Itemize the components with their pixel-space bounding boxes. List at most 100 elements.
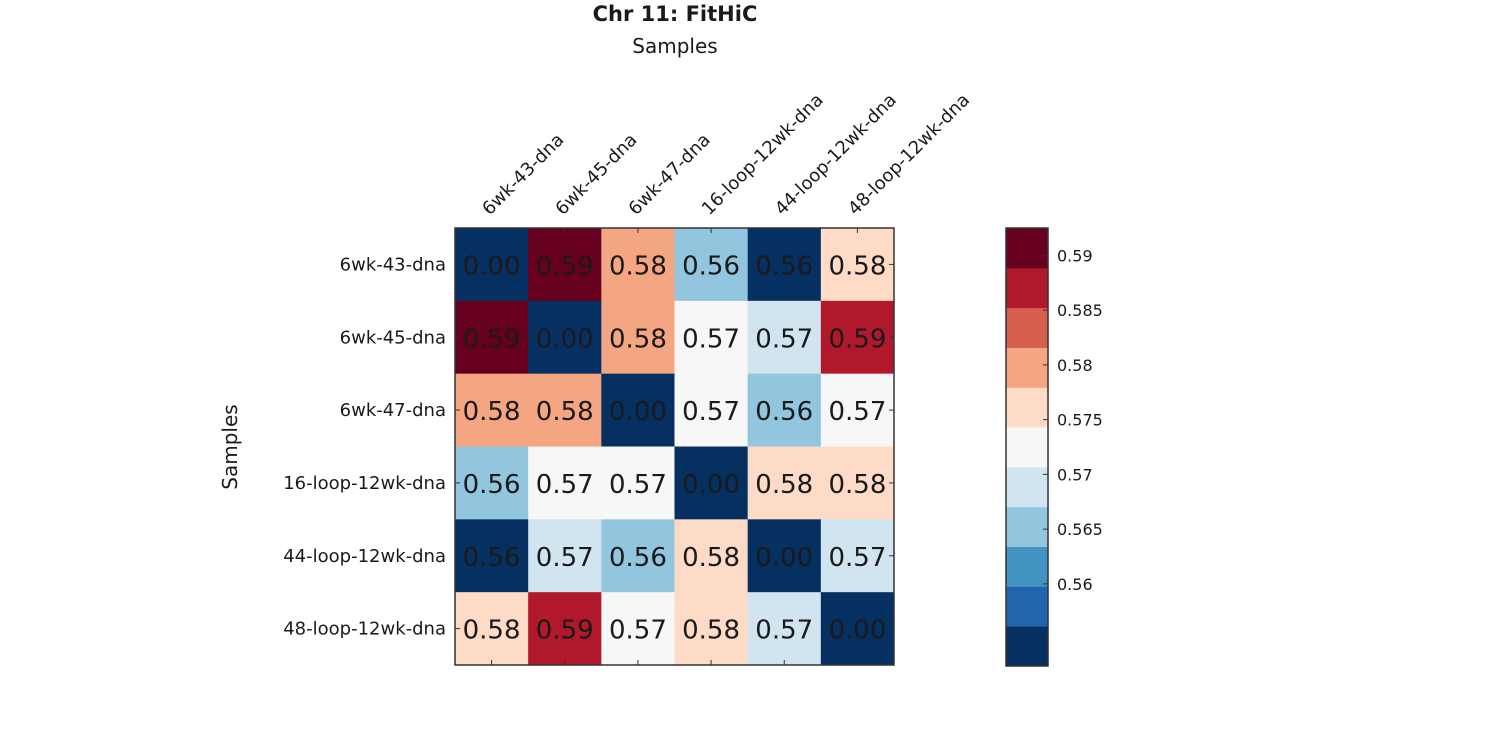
cell-value-label: 0.57 — [609, 470, 667, 500]
cell-value-label: 0.58 — [682, 543, 740, 573]
cell-value-label: 0.58 — [755, 470, 813, 500]
heatmap-cell — [455, 228, 529, 302]
heatmap-cell — [674, 228, 749, 302]
colorbar-tick-label: 0.59 — [1057, 246, 1093, 265]
heatmap-cell-labels: 0.00 0.59 0.58 0.56 0.56 0.58 0.59 0.00 0.58 0.57… — [463, 251, 887, 645]
heatmap-cell — [528, 446, 602, 520]
heatmap-cell — [674, 519, 749, 593]
heatmap-cell — [455, 519, 529, 593]
colorbar-frame — [1005, 227, 1049, 667]
heatmap-cell — [601, 519, 675, 593]
cell-value-label: 0.57 — [682, 397, 740, 427]
cell-value-label: 0.00 — [828, 616, 886, 646]
heatmap-cell — [674, 446, 749, 520]
cell-value-label: 0.56 — [609, 543, 667, 573]
cell-value-label: 0.00 — [463, 251, 521, 281]
heatmap-cell — [820, 519, 895, 593]
heatmap-cell — [528, 300, 602, 375]
heatmap-cell — [601, 300, 675, 375]
colorbar-tick-label: 0.57 — [1057, 465, 1093, 484]
heatmap-frame — [454, 227, 895, 666]
cell-value-label: 0.56 — [463, 543, 521, 573]
colorbar-swatch — [1006, 427, 1048, 468]
colorbar-tick-label: 0.565 — [1057, 520, 1103, 539]
x-tick-label: 44-loop-12wk-dna — [771, 90, 901, 220]
colorbar: 0.56 0.565 0.57 0.575 0.58 0.585 0.59 — [1005, 227, 1103, 667]
cell-value-label: 0.58 — [463, 616, 521, 646]
heatmap-cell — [747, 446, 822, 520]
heatmap-cell — [601, 373, 675, 447]
heatmap-cell — [820, 592, 895, 666]
cell-value-label: 0.57 — [828, 397, 886, 427]
y-tick-label: 6wk-43-dna — [340, 254, 446, 275]
heatmap-cell — [528, 373, 602, 447]
x-tick-label: 16-loop-12wk-dna — [698, 90, 828, 220]
heatmap-cell — [747, 373, 822, 447]
cell-value-label: 0.57 — [536, 543, 594, 573]
cell-value-label: 0.59 — [536, 616, 594, 646]
cell-value-label: 0.57 — [609, 616, 667, 646]
cell-value-label: 0.58 — [609, 324, 667, 354]
colorbar-tick-label: 0.585 — [1057, 301, 1103, 320]
colorbar-swatch — [1006, 546, 1048, 587]
heatmap-cell — [747, 300, 822, 375]
chart-title: Chr 11: FitHiC — [593, 2, 758, 26]
heatmap-cell — [747, 592, 822, 666]
x-axis-label: Samples — [632, 34, 717, 58]
cell-value-label: 0.56 — [682, 251, 740, 281]
cell-value-label: 0.59 — [536, 251, 594, 281]
colorbar-swatch — [1006, 586, 1048, 627]
colorbar-swatch — [1006, 228, 1048, 269]
cell-value-label: 0.00 — [536, 324, 594, 354]
heatmap-cell — [455, 300, 529, 375]
cell-value-label: 0.00 — [682, 470, 740, 500]
heatmap-cell — [747, 519, 822, 593]
cell-value-label: 0.58 — [536, 397, 594, 427]
cell-value-label: 0.59 — [463, 324, 521, 354]
heatmap-cell — [528, 228, 602, 302]
colorbar-tick-label: 0.56 — [1057, 575, 1093, 594]
heatmap-cell — [820, 300, 895, 375]
cell-value-label: 0.58 — [828, 470, 886, 500]
y-tick-label: 16-loop-12wk-dna — [283, 473, 446, 494]
colorbar-swatch — [1006, 506, 1048, 548]
cell-value-label: 0.57 — [828, 543, 886, 573]
y-tick-label: 6wk-45-dna — [340, 327, 446, 348]
y-tick-label: 44-loop-12wk-dna — [283, 546, 446, 567]
heatmap-cell — [674, 592, 749, 666]
colorbar-tick-label: 0.58 — [1057, 356, 1093, 375]
colorbar-swatch — [1006, 347, 1048, 388]
heatmap-cell — [674, 373, 749, 447]
cell-value-label: 0.57 — [682, 324, 740, 354]
cell-value-label: 0.00 — [755, 543, 813, 573]
cell-value-label: 0.57 — [755, 616, 813, 646]
heatmap-cell — [601, 446, 675, 520]
heatmap-cell — [747, 228, 822, 302]
y-tick-label: 48-loop-12wk-dna — [283, 619, 446, 640]
colorbar-swatch — [1006, 626, 1048, 667]
cell-value-label: 0.58 — [609, 251, 667, 281]
heatmap-cell — [455, 592, 529, 666]
colorbar-tick-label: 0.575 — [1057, 411, 1103, 430]
heatmap-cell — [528, 519, 602, 593]
heatmap-cell — [601, 592, 675, 666]
heatmap-cell — [674, 300, 749, 375]
heatmap-cells — [455, 228, 895, 666]
y-axis-label: Samples — [218, 404, 242, 489]
cell-value-label: 0.56 — [755, 251, 813, 281]
y-tick-labels: 6wk-43-dna 6wk-45-dna 6wk-47-dna 16-loop-12… — [283, 254, 446, 639]
heatmap-cell — [820, 373, 895, 447]
cell-value-label: 0.56 — [463, 470, 521, 500]
heatmap-cell — [820, 228, 895, 302]
cell-value-label: 0.00 — [609, 397, 667, 427]
y-tick-label: 6wk-47-dna — [340, 400, 446, 421]
cell-value-label: 0.58 — [682, 616, 740, 646]
cell-value-label: 0.59 — [828, 324, 886, 354]
colorbar-swatch — [1006, 307, 1048, 348]
x-tick-label: 48-loop-12wk-dna — [844, 90, 974, 220]
cell-value-label: 0.56 — [755, 397, 813, 427]
colorbar-swatch — [1006, 466, 1048, 508]
cell-value-label: 0.58 — [828, 251, 886, 281]
colorbar-swatch — [1006, 267, 1048, 309]
